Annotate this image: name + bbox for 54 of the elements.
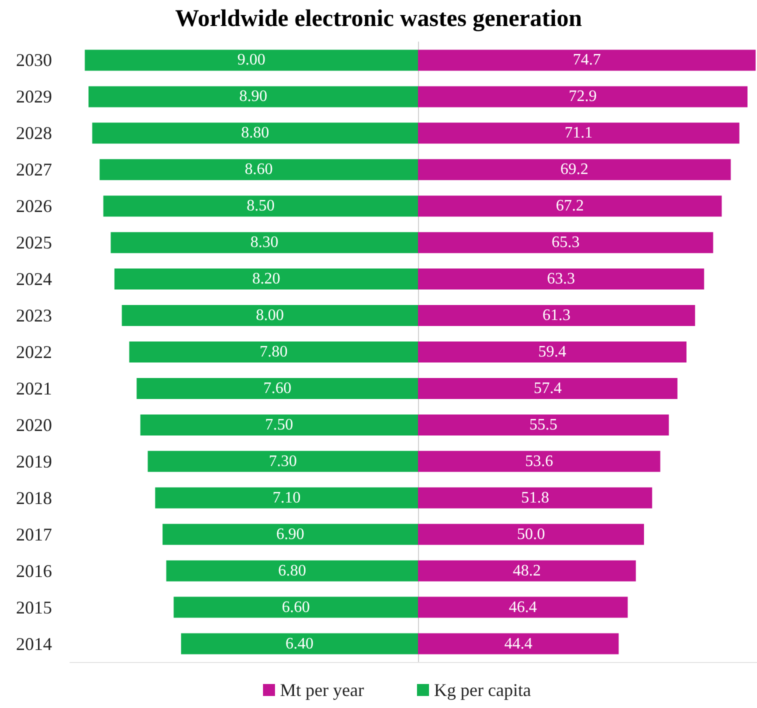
data-label: 63.3: [547, 270, 576, 288]
y-tick-label: 2023: [16, 306, 52, 326]
data-label: 69.2: [560, 161, 588, 178]
data-label: 7.50: [265, 416, 294, 434]
data-label: 8.80: [241, 124, 270, 142]
data-label: 9.00: [237, 52, 266, 69]
y-tick-label: 2027: [16, 160, 52, 180]
data-label: 8.00: [256, 307, 284, 324]
y-tick-label: 2028: [16, 123, 52, 144]
legend-label: Mt per year: [280, 680, 364, 700]
data-label: 65.3: [552, 234, 580, 252]
y-tick-label: 2014: [16, 634, 52, 654]
data-label: 48.2: [512, 562, 541, 580]
data-label: 67.2: [556, 198, 584, 215]
data-label: 74.7: [572, 52, 601, 69]
y-tick-label: 2019: [16, 451, 52, 472]
data-label: 8.30: [250, 234, 278, 252]
data-label: 8.20: [252, 270, 280, 288]
y-tick-label: 2025: [16, 232, 52, 253]
data-label: 7.80: [260, 344, 288, 360]
data-label: 7.10: [272, 489, 301, 506]
data-label: 71.1: [564, 124, 593, 142]
data-label: 50.0: [517, 526, 545, 543]
y-tick-label: 2020: [16, 414, 52, 435]
data-label: 46.4: [508, 598, 537, 616]
data-label: 44.4: [504, 635, 532, 652]
data-label: 61.3: [542, 307, 571, 324]
y-tick-label: 2026: [16, 196, 52, 216]
data-label: 59.4: [538, 344, 566, 360]
data-label: 6.80: [278, 562, 306, 580]
data-label: 7.60: [263, 380, 292, 397]
y-tick-label: 2022: [16, 342, 52, 362]
chart-title: Worldwide electronic wastes generation: [175, 6, 582, 32]
data-label: 8.50: [246, 198, 275, 215]
y-tick-label: 2021: [16, 378, 52, 398]
data-label: 6.90: [276, 526, 304, 543]
data-label: 51.8: [521, 489, 550, 506]
data-label: 53.6: [525, 452, 554, 470]
y-tick-label: 2018: [16, 488, 52, 508]
data-label: 8.60: [244, 161, 273, 178]
y-tick-label: 2015: [16, 597, 52, 618]
data-label: 7.30: [268, 452, 297, 470]
data-label: 55.5: [529, 416, 558, 434]
data-label: 57.4: [534, 380, 562, 397]
data-label: 6.60: [282, 598, 310, 616]
y-tick-label: 2029: [16, 86, 52, 107]
data-label: 6.40: [286, 635, 314, 652]
y-tick-label: 2030: [16, 50, 52, 70]
data-label: 8.90: [239, 88, 268, 106]
data-label: 72.9: [568, 88, 597, 106]
y-tick-label: 2024: [16, 269, 52, 290]
y-tick-label: 2016: [16, 560, 52, 581]
legend-label: Kg per capita: [434, 680, 531, 700]
y-tick-label: 2017: [16, 524, 52, 544]
